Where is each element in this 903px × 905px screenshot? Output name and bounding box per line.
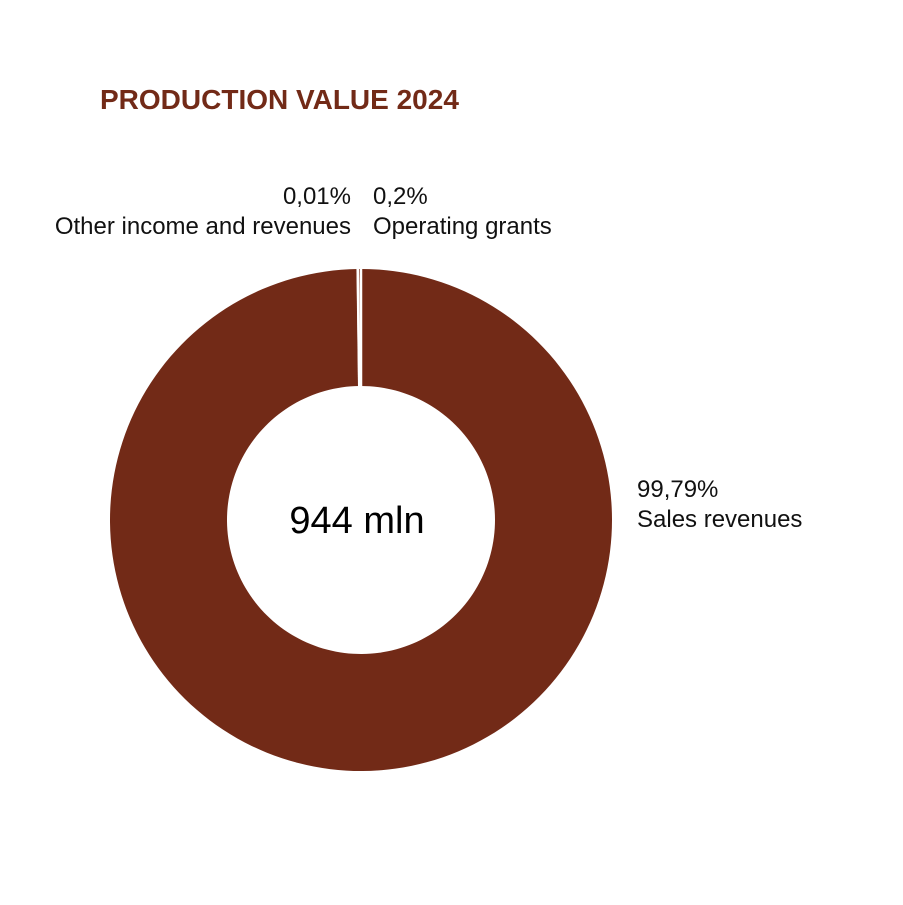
slice-separators	[356, 268, 363, 388]
slice-name-label: Sales revenues	[637, 506, 802, 533]
donut-slice-sales-revenues	[109, 269, 612, 771]
slice-name-label: Operating grants	[373, 213, 552, 240]
slice-value-label: 0,2%	[373, 183, 428, 210]
center-total-label: 944 mln	[289, 500, 424, 542]
slice-value-label: 0,01%	[283, 183, 351, 210]
chart-title: PRODUCTION VALUE 2024	[100, 84, 459, 115]
slice-value-label: 99,79%	[637, 476, 718, 503]
slice-separator	[356, 268, 361, 388]
slice-name-label: Other income and revenues	[55, 213, 351, 240]
